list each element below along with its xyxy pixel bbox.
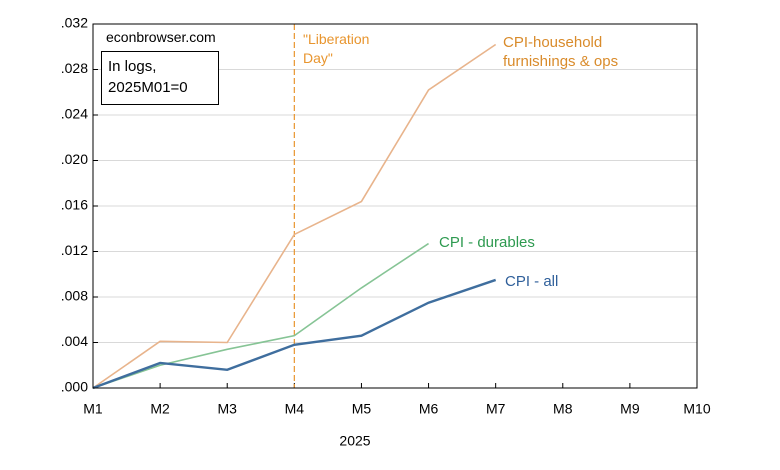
series-label: CPI-household furnishings & ops	[503, 34, 619, 70]
y-tick-label: .000	[61, 379, 88, 395]
series-label: CPI - durables	[439, 234, 535, 251]
y-tick-label: .016	[61, 197, 88, 213]
y-tick-label: .020	[61, 151, 88, 167]
source-note: econbrowser.com	[106, 29, 216, 45]
series-label: CPI - all	[505, 273, 559, 290]
y-tick-label: .032	[61, 15, 88, 31]
x-tick-label: M5	[352, 401, 372, 417]
plot-frame	[92, 23, 698, 389]
x-tick-label: M2	[150, 401, 170, 417]
y-tick-label: .008	[61, 288, 88, 304]
x-axis-label: 2025	[339, 433, 370, 449]
x-tick-label: M7	[486, 401, 506, 417]
y-tick-label: .012	[61, 242, 88, 258]
y-tick-label: .028	[61, 60, 88, 76]
series-line	[92, 242, 429, 389]
x-tick-label: M1	[83, 401, 103, 417]
x-tick-label: M4	[285, 401, 305, 417]
x-tick-label: M9	[620, 401, 640, 417]
x-tick-label: M3	[217, 401, 237, 417]
y-tick-label: .004	[61, 333, 88, 349]
series-line	[92, 278, 497, 390]
note-box: In logs, 2025M01=0	[101, 51, 219, 105]
x-tick-label: M8	[553, 401, 573, 417]
series-line	[92, 43, 497, 389]
vline-label: "Liberation Day"	[303, 31, 370, 66]
x-tick-label: M6	[419, 401, 439, 417]
y-tick-label: .024	[61, 106, 88, 122]
x-tick-label: M10	[683, 401, 710, 417]
